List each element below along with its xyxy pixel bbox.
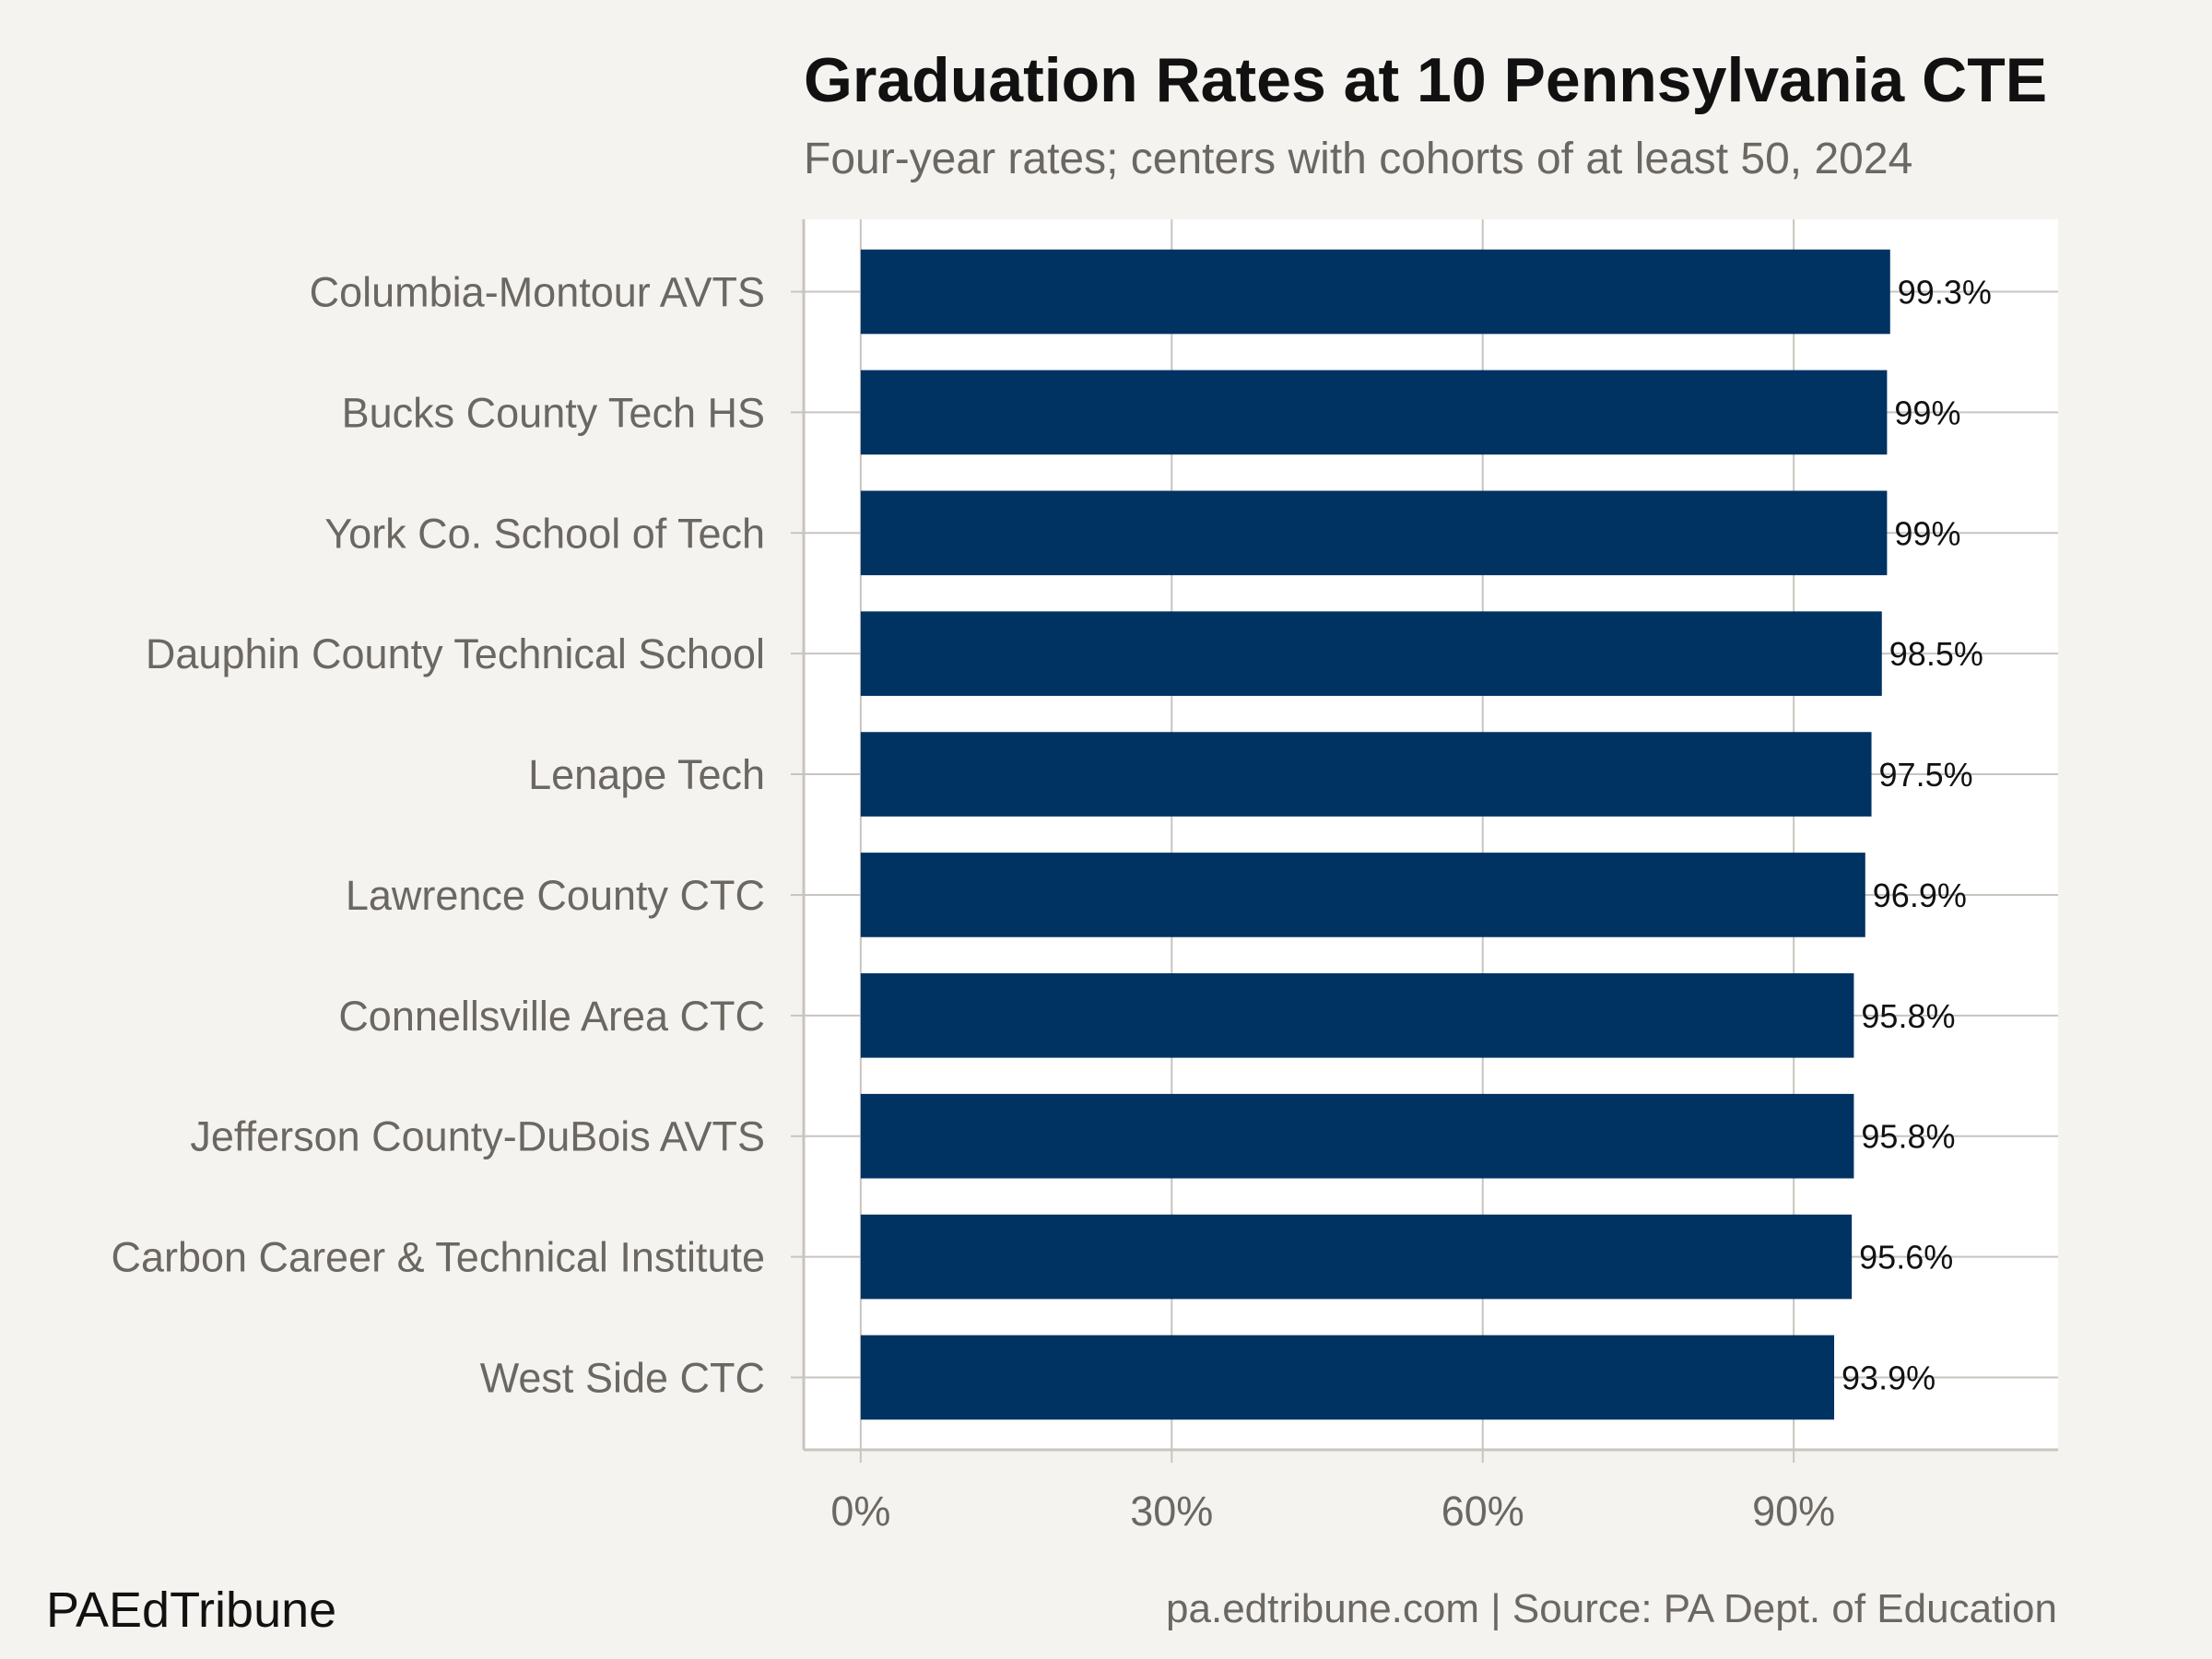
bar-value-label: 97.5% <box>1879 756 1973 794</box>
bar-value-label: 95.6% <box>1859 1239 1953 1277</box>
bar-value-label: 98.5% <box>1889 635 1983 673</box>
bar-value-label: 99.3% <box>1898 274 1992 312</box>
category-label: West Side CTC <box>480 1354 765 1401</box>
category-label: Bucks County Tech HS <box>342 389 765 436</box>
category-label: Lenape Tech <box>528 751 765 798</box>
category-label: Carbon Career & Technical Institute <box>111 1234 765 1281</box>
bar <box>860 1214 1853 1300</box>
x-tick-label: 30% <box>1130 1488 1213 1535</box>
bar-value-label: 95.8% <box>1861 1118 1955 1156</box>
category-label: Dauphin County Technical School <box>146 630 765 677</box>
category-label: Jefferson County-DuBois AVTS <box>190 1113 765 1160</box>
bar <box>860 370 1888 455</box>
category-label: Lawrence County CTC <box>346 872 765 919</box>
x-tick-label: 0% <box>830 1488 890 1535</box>
chart-title: Graduation Rates at 10 Pennsylvania CTE <box>804 45 2047 115</box>
bars <box>860 249 1890 1420</box>
bar <box>860 249 1890 335</box>
source-credit: pa.edtribune.com | Source: PA Dept. of E… <box>1166 1586 2057 1631</box>
bar-value-label: 93.9% <box>1841 1359 1936 1396</box>
category-labels: Columbia-Montour AVTS Bucks County Tech H… <box>111 269 765 1402</box>
brand-logo-text: PAEdTribune <box>46 1583 336 1638</box>
bar <box>860 853 1865 937</box>
chart-subtitle: Four-year rates; centers with cohorts of… <box>804 135 1912 183</box>
x-tick-labels: 0% 30% 60% 90% <box>830 1488 1835 1535</box>
bar-value-label: 99% <box>1894 394 1960 431</box>
category-label: Connellsville Area CTC <box>338 993 765 1040</box>
x-tick-label: 60% <box>1441 1488 1524 1535</box>
category-label: York Co. School of Tech <box>324 510 765 557</box>
category-label: Columbia-Montour AVTS <box>310 269 765 316</box>
bar <box>860 611 1882 696</box>
x-tick-label: 90% <box>1752 1488 1835 1535</box>
bar-value-label: 99% <box>1894 514 1960 552</box>
bar <box>860 1093 1854 1179</box>
bar <box>860 1335 1835 1420</box>
axes <box>802 219 2058 1463</box>
data-labels: 99.3% 99% 99% 98.5% 97.5% 96.9% 95.8% 95.8% 95.6… <box>1841 274 1992 1397</box>
bar <box>860 490 1888 576</box>
bar <box>860 973 1854 1058</box>
bar-value-label: 96.9% <box>1873 877 1967 914</box>
bar-value-label: 95.8% <box>1861 997 1955 1035</box>
bar <box>860 732 1872 817</box>
